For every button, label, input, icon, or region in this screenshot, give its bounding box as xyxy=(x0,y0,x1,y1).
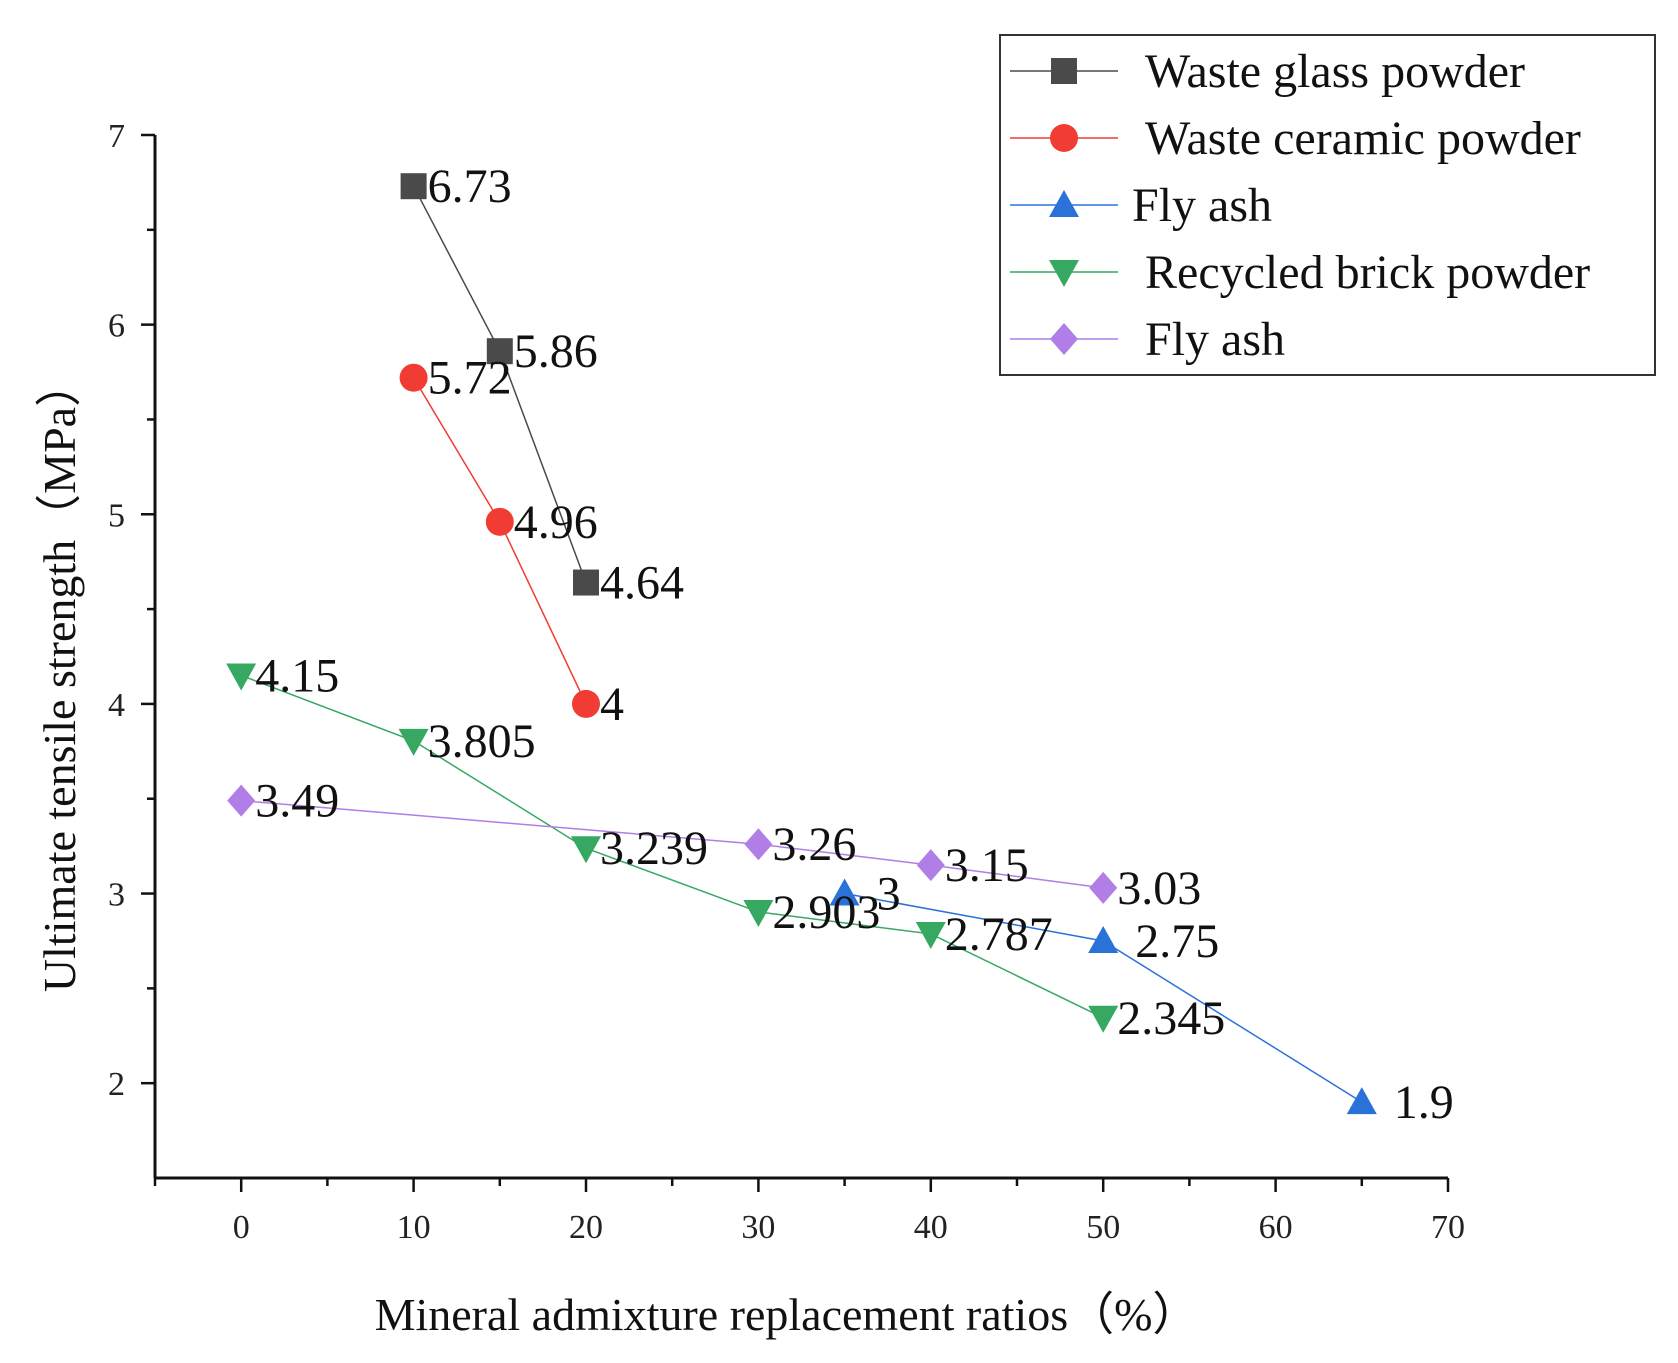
legend-marker xyxy=(1049,260,1079,287)
x-tick-label: 20 xyxy=(569,1209,603,1246)
data-point xyxy=(829,878,860,906)
legend-label: Waste glass powder xyxy=(1145,45,1525,98)
x-axis-title: Mineral admixture replacement ratios（%） xyxy=(375,1289,1199,1340)
series-line xyxy=(240,674,1104,1019)
series-1 xyxy=(399,363,600,718)
series-2 xyxy=(829,878,1377,1115)
legend-item: Waste glass powder xyxy=(1010,45,1525,98)
data-label: 3.239 xyxy=(600,822,708,875)
x-tick-label: 40 xyxy=(914,1209,948,1246)
data-point xyxy=(916,849,945,882)
data-point xyxy=(571,836,601,864)
data-label: 5.86 xyxy=(514,325,598,378)
data-label: 5.72 xyxy=(428,352,512,405)
data-point xyxy=(1088,1005,1119,1033)
data-point xyxy=(915,921,946,949)
legend: Waste glass powder Waste ceramic powder Fl… xyxy=(999,34,1656,376)
data-label: 3.03 xyxy=(1117,862,1201,915)
x-tick-label: 70 xyxy=(1431,1209,1465,1246)
data-label: 2.75 xyxy=(1135,915,1219,968)
y-tick-label: 7 xyxy=(108,118,125,155)
data-point xyxy=(400,173,427,200)
data-point xyxy=(572,689,600,718)
data-label: 3 xyxy=(877,868,901,921)
data-label: 4.15 xyxy=(255,649,339,702)
data-label: 1.9 xyxy=(1394,1076,1454,1129)
y-tick-label: 3 xyxy=(108,877,125,914)
legend-marker xyxy=(1049,190,1079,217)
y-tick-label: 6 xyxy=(108,308,125,345)
legend-label: Fly ash xyxy=(1145,313,1285,366)
data-point xyxy=(744,828,773,861)
legend-label: Waste ceramic powder xyxy=(1145,112,1581,165)
data-label: 2.903 xyxy=(772,886,880,939)
data-label: 4 xyxy=(600,678,624,731)
legend-marker xyxy=(1050,323,1078,355)
data-point xyxy=(399,363,428,392)
legend-label: Recycled brick powder xyxy=(1145,246,1590,299)
data-point xyxy=(743,899,774,927)
data-point xyxy=(1088,925,1119,953)
data-point xyxy=(486,338,513,365)
legend-label: Fly ash xyxy=(1132,179,1272,232)
data-label: 3.26 xyxy=(772,818,856,871)
data-label: 2.787 xyxy=(945,908,1053,961)
data-label: 6.73 xyxy=(428,160,512,213)
data-label: 4.64 xyxy=(600,557,684,610)
data-label: 3.49 xyxy=(255,775,339,828)
series-layer xyxy=(226,173,1377,1115)
legend-item: Waste ceramic powder xyxy=(1010,112,1581,165)
data-labels: 4.15 3.805 3.239 2.903 2.787 2.345 3.49 3.26 3.1… xyxy=(255,160,1454,1129)
x-tick-label: 50 xyxy=(1086,1209,1120,1246)
data-label: 4.96 xyxy=(514,496,598,549)
data-point xyxy=(227,784,256,817)
legend-item: Fly ash xyxy=(1010,313,1285,366)
series-line xyxy=(241,799,1104,889)
data-label: 2.345 xyxy=(1117,992,1225,1045)
data-point xyxy=(226,663,257,691)
data-label: 3.15 xyxy=(945,839,1029,892)
y-tick-label: 2 xyxy=(108,1066,125,1103)
data-point xyxy=(485,507,514,536)
x-tick-label: 30 xyxy=(741,1209,775,1246)
data-point xyxy=(1346,1087,1377,1115)
x-tick-label: 10 xyxy=(397,1209,431,1246)
x-tick-label: 0 xyxy=(233,1209,250,1246)
data-point xyxy=(1089,871,1118,904)
y-axis-title: Ultimate tensile strength（MPa） xyxy=(34,361,85,992)
series-4 xyxy=(227,784,1118,904)
data-point xyxy=(398,728,429,756)
legend-item: Recycled brick powder xyxy=(1010,246,1590,299)
series-3 xyxy=(226,663,1119,1033)
y-tick-label: 5 xyxy=(108,497,125,534)
data-label: 3.805 xyxy=(428,715,536,768)
legend-marker xyxy=(1051,58,1077,84)
data-point xyxy=(573,569,599,596)
series-0 xyxy=(400,173,599,596)
legend-marker xyxy=(1050,124,1078,152)
y-tick-label: 4 xyxy=(108,687,125,724)
legend-item: Fly ash xyxy=(1010,179,1272,232)
x-tick-label: 60 xyxy=(1259,1209,1293,1246)
